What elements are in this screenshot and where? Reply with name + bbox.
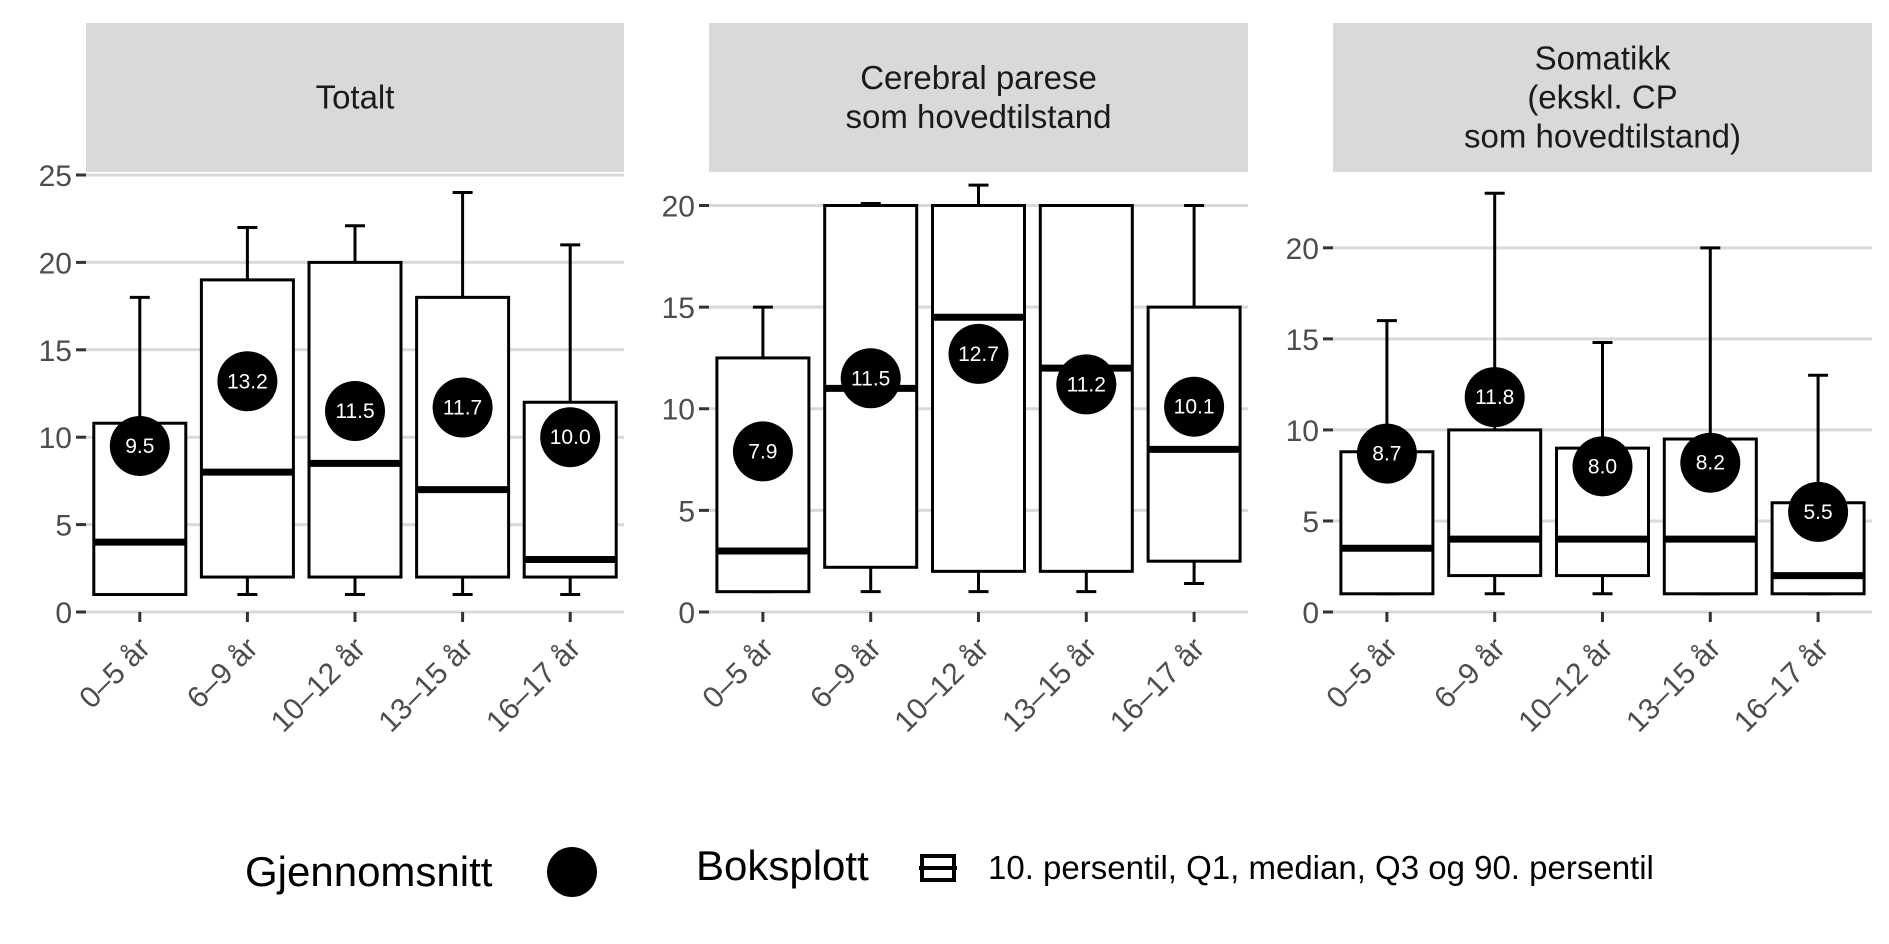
box-5: 10.0 (522, 243, 618, 597)
mean-label: 11.5 (335, 400, 374, 423)
panel-strip (86, 23, 624, 172)
legend-mean-title: Gjennomsnitt (245, 848, 493, 895)
mean-point (1356, 423, 1417, 484)
x-tick-label: 0–5 år (696, 632, 779, 715)
mean-point (1680, 432, 1741, 493)
mean-point (1464, 367, 1525, 428)
panel-title-line: Totalt (316, 79, 395, 116)
y-tick-label: 5 (678, 495, 695, 528)
box-3: 8.0 (1555, 341, 1650, 596)
x-tick-label: 6–9 år (1428, 632, 1511, 715)
y-tick-label: 20 (1286, 233, 1319, 266)
x-tick-label: 6–9 år (804, 632, 887, 715)
x-tick-label: 10–12 år (1512, 632, 1619, 739)
mean-point (432, 377, 493, 438)
mean-point (948, 323, 1009, 384)
y-tick-label: 10 (662, 394, 695, 427)
y-tick-label: 20 (39, 247, 72, 280)
mean-point (109, 415, 170, 476)
box-4: 11.2 (1038, 203, 1134, 594)
mean-label: 12.7 (958, 343, 999, 366)
box-1: 9.5 (92, 295, 188, 597)
mean-point (1572, 436, 1633, 497)
box-3: 12.7 (931, 183, 1026, 594)
mean-point (1164, 376, 1225, 437)
mean-label: 7.9 (748, 440, 777, 463)
x-tick-label: 16–17 år (480, 632, 587, 739)
x-tick-label: 16–17 år (1728, 632, 1835, 739)
y-tick-label: 15 (662, 292, 695, 325)
x-tick-label: 13–15 år (996, 632, 1103, 739)
panel-title-line: (ekskl. CP (1527, 79, 1677, 116)
mean-label: 11.8 (1475, 386, 1514, 409)
mean-label: 8.7 (1372, 443, 1401, 466)
mean-label: 11.7 (443, 396, 482, 419)
x-tick-label: 0–5 år (73, 632, 156, 715)
mean-label: 8.0 (1588, 455, 1617, 478)
box-3: 11.5 (307, 224, 403, 597)
y-tick-label: 15 (1286, 324, 1319, 357)
y-tick-label: 5 (55, 510, 72, 543)
mean-label: 13.2 (227, 370, 268, 393)
y-tick-label: 0 (55, 597, 72, 630)
box-2: 11.5 (823, 201, 919, 594)
panel-title-line: som hovedtilstand (846, 98, 1112, 135)
legend-box-symbol (919, 854, 957, 882)
panel-title-line: Somatikk (1535, 40, 1671, 77)
y-tick-label: 10 (1286, 415, 1319, 448)
x-tick-label: 13–15 år (372, 632, 479, 739)
panel-title-line: som hovedtilstand) (1464, 118, 1741, 155)
y-tick-label: 10 (39, 422, 72, 455)
box-2: 13.2 (199, 225, 295, 597)
box-4: 11.7 (415, 190, 511, 597)
mean-label: 8.2 (1696, 452, 1725, 475)
box-rect (931, 203, 1026, 573)
mean-point (840, 348, 901, 409)
x-tick-label: 13–15 år (1620, 632, 1727, 739)
legend: Gjennomsnitt Boksplott 10. persentil, Q1… (245, 842, 1654, 897)
mean-label: 11.2 (1067, 373, 1106, 396)
box-5: 5.5 (1770, 373, 1866, 596)
mean-point (217, 351, 278, 412)
legend-box-title: Boksplott (696, 842, 869, 889)
legend-mean-symbol (547, 847, 597, 897)
y-tick-label: 25 (39, 160, 72, 193)
mean-point (325, 380, 385, 441)
x-tick-label: 10–12 år (888, 632, 995, 739)
x-tick-label: 10–12 år (265, 632, 372, 739)
box-5: 10.1 (1146, 203, 1242, 586)
box-2: 11.8 (1447, 191, 1543, 596)
mean-point (732, 421, 793, 482)
mean-point (540, 407, 601, 468)
box-rect (1447, 428, 1543, 578)
y-tick-label: 20 (662, 190, 695, 223)
y-tick-label: 5 (1302, 506, 1319, 539)
mean-label: 10.0 (550, 426, 591, 449)
y-tick-label: 0 (678, 597, 695, 630)
mean-label: 5.5 (1803, 501, 1832, 524)
x-tick-label: 0–5 år (1320, 632, 1403, 715)
box-4: 8.2 (1662, 246, 1758, 596)
mean-label: 10.1 (1174, 396, 1215, 419)
panel-title-line: Cerebral parese (860, 59, 1097, 96)
panel-strip (709, 23, 1248, 172)
mean-point (1056, 354, 1117, 415)
box-1: 7.9 (715, 305, 811, 594)
x-tick-label: 6–9 år (181, 632, 264, 715)
panel-1: Totalt 0 5 10 15 20 25 0–5 år 6–9 år 10–12 år 13–1… (39, 23, 624, 739)
mean-label: 11.5 (851, 367, 890, 390)
x-tick-label: 16–17 år (1104, 632, 1211, 739)
box-1: 8.7 (1339, 319, 1435, 596)
box-rect (199, 278, 295, 579)
mean-label: 9.5 (125, 435, 154, 458)
mean-point (1788, 481, 1849, 542)
y-tick-label: 15 (39, 335, 72, 368)
y-tick-label: 0 (1302, 597, 1319, 630)
legend-box-description: 10. persentil, Q1, median, Q3 og 90. per… (988, 849, 1654, 886)
panel-strip (1333, 23, 1872, 172)
